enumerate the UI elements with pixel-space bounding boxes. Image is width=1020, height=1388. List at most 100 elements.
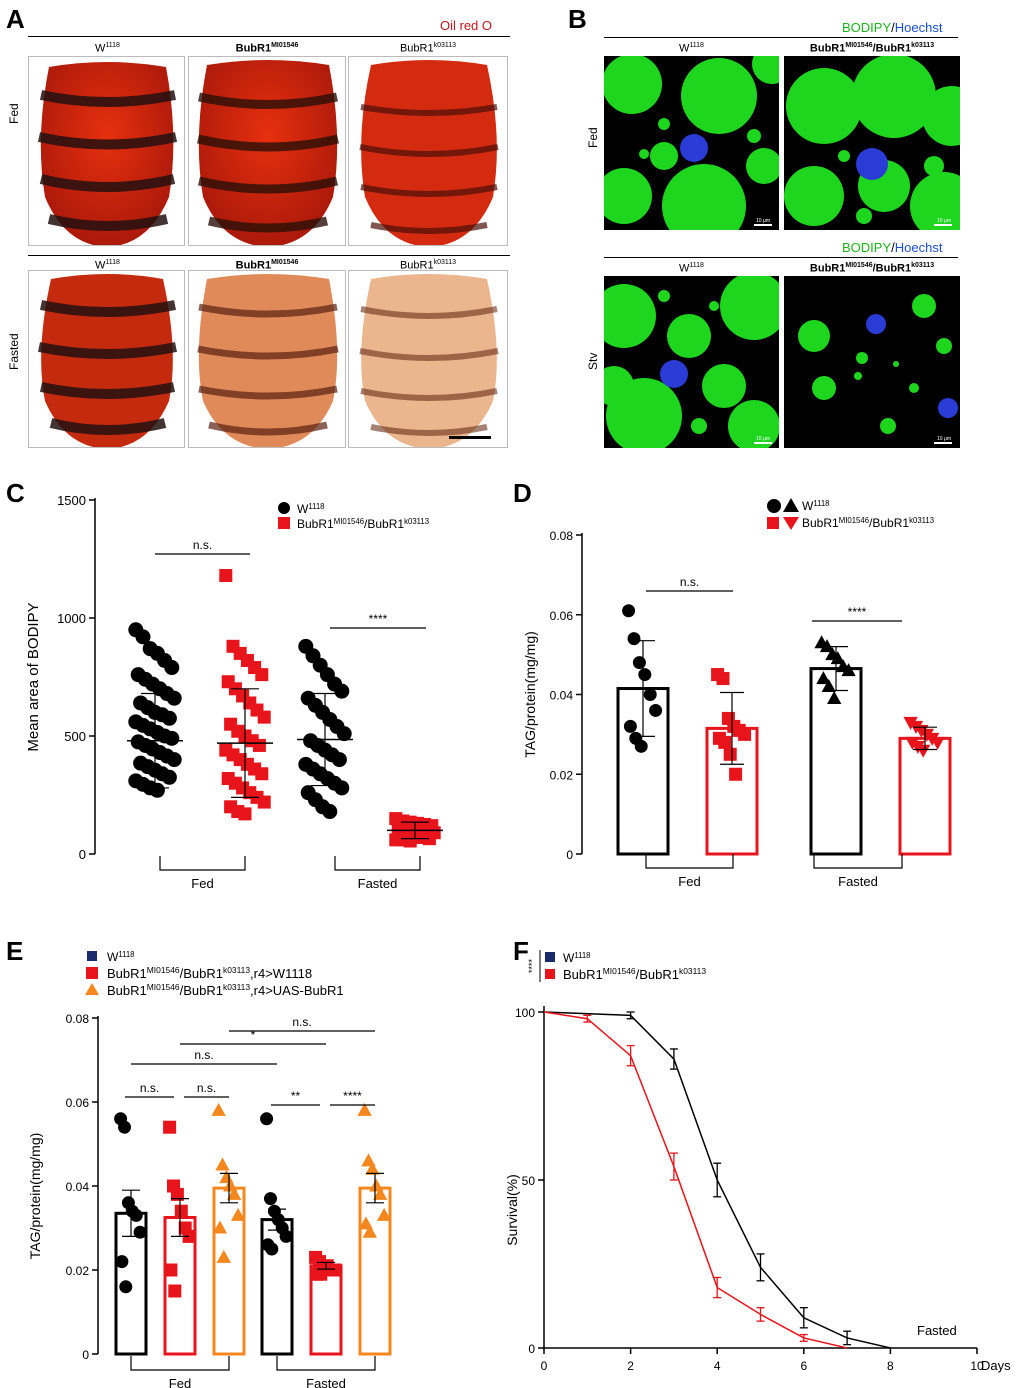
panel-label-b: B	[568, 4, 587, 34]
data-point	[632, 656, 646, 670]
legend-label: BubR1MI01546/BubR1k03113,r4>W1118	[107, 965, 312, 981]
data-point	[279, 1229, 293, 1243]
data-point	[260, 1112, 274, 1126]
y-tick-label: 0.02	[66, 1264, 90, 1278]
abdomen-photo-fasted-bubr1-k	[348, 270, 508, 448]
data-point	[328, 1263, 342, 1277]
y-tick-label: 0	[82, 1348, 89, 1362]
group-label: Fasted	[306, 1376, 346, 1388]
data-point	[257, 795, 271, 809]
data-point	[830, 651, 845, 665]
y-tick-label: 1000	[57, 611, 86, 626]
col-header-w1118: W1118	[95, 259, 120, 272]
row-label-fed: Fed	[586, 127, 600, 148]
y-tick-label: 0.04	[550, 689, 574, 703]
col-header-bubr1-k: BubR1k03113	[399, 259, 457, 272]
data-point	[738, 727, 752, 741]
data-point	[182, 1229, 196, 1243]
y-axis-label: TAG/protein(mg/mg)	[27, 1133, 43, 1260]
y-tick-label: 0.08	[66, 1012, 90, 1026]
row-label-fed: Fed	[7, 103, 21, 124]
abdomen-photo-fasted-w1118	[28, 270, 185, 448]
divider	[28, 36, 510, 37]
x-tick-label: 2	[627, 1359, 634, 1373]
data-point	[816, 671, 831, 685]
col-header-w1118: W1118	[679, 42, 704, 55]
scalebar-label: 10 μm	[756, 436, 770, 442]
legend-marker	[783, 517, 799, 530]
group-label: Fasted	[838, 874, 878, 889]
data-point	[252, 738, 266, 752]
significance-label: n.s.	[193, 538, 212, 552]
legend-label: W1118	[563, 951, 591, 966]
data-point	[716, 672, 730, 686]
scalebar-label: 10 μm	[756, 218, 770, 224]
data-point	[362, 1224, 377, 1238]
legend-marker	[278, 517, 290, 529]
significance-label: ****	[369, 612, 388, 626]
abdomen-photo-fed-bubr1-mi	[188, 56, 346, 246]
data-point	[166, 752, 182, 768]
significance-label: n.s.	[292, 1015, 311, 1029]
legend-label: BubR1MI01546/BubR1k03113	[802, 516, 934, 531]
data-point	[649, 703, 663, 717]
data-point	[314, 1267, 328, 1281]
data-point	[161, 710, 177, 726]
legend-label: W1118	[297, 502, 325, 517]
data-point	[723, 747, 737, 761]
x-axis-label: Days	[981, 1358, 1011, 1373]
data-point	[841, 663, 856, 677]
data-point	[133, 1225, 147, 1239]
data-point	[729, 767, 743, 781]
data-point	[255, 767, 269, 781]
col-header-bubr1: BubR1MI01546/BubR1k03113	[809, 262, 935, 275]
y-tick-label: 0.06	[550, 609, 574, 623]
data-point	[164, 1263, 178, 1277]
y-axis-label: Survival(%)	[505, 1174, 520, 1246]
group-label: Fed	[169, 1376, 191, 1388]
y-tick-label: 50	[522, 1174, 536, 1188]
legend-label: W1118	[107, 950, 135, 965]
y-axis-label: Mean area of BODIPY	[25, 602, 42, 751]
panel-label-f: F	[513, 936, 529, 966]
significance-label: ****	[343, 1089, 362, 1103]
x-tick-label: 4	[714, 1359, 721, 1373]
chart-e-tag-rescue: 0 0.02 0.04 0.06 0.08 TAG/protein(mg/mg) n.s. n…	[27, 950, 392, 1388]
data-point	[643, 688, 657, 701]
group-bracket	[130, 1356, 230, 1371]
data-point	[638, 668, 652, 682]
data-point	[627, 632, 641, 646]
legend-marker	[767, 517, 779, 529]
data-point	[119, 1280, 133, 1294]
group-label: Fasted	[358, 876, 398, 891]
data-point	[622, 604, 636, 618]
legend-marker	[783, 498, 799, 512]
y-tick-label: 500	[64, 729, 86, 744]
scalebar-label: 10 μm	[937, 436, 951, 442]
significance-label: n.s.	[680, 575, 699, 589]
panel-label-a: A	[6, 4, 25, 34]
annotation: Fasted	[917, 1323, 957, 1338]
data-point	[211, 1102, 226, 1116]
data-point	[403, 834, 417, 848]
data-point	[149, 782, 165, 798]
data-point	[163, 1120, 177, 1134]
data-point	[334, 780, 350, 796]
x-tick-label: 0	[541, 1359, 548, 1373]
col-header-bubr1-k: BubR1k03113	[399, 42, 457, 55]
data-point	[164, 660, 180, 676]
col-header-w1118: W1118	[679, 262, 704, 275]
data-point	[118, 1120, 131, 1134]
oil-red-o-label: Oil red O	[440, 18, 493, 33]
row-label-stv: Stv	[586, 352, 600, 370]
significance-label: *	[251, 1028, 256, 1042]
data-point	[827, 691, 842, 705]
abdomen-photo-fed-w1118	[28, 56, 185, 246]
data-point	[216, 1249, 231, 1263]
abdomen-photo-fed-bubr1-k	[348, 56, 508, 246]
data-point	[718, 735, 732, 749]
col-header-bubr1-mi: BubR1MI01546	[235, 259, 299, 272]
panel-label-c: C	[6, 478, 25, 508]
micrograph-stv-bubr1	[784, 276, 960, 448]
